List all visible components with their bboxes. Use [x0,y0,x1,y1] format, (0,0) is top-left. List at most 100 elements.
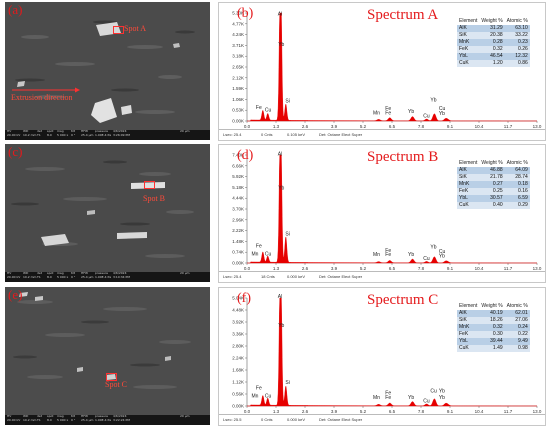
y-tick-label: 5.92K [232,174,244,179]
spot-c-marker [106,373,117,381]
sem-image-a: Spot A Extrusion direction (a) HV WD det… [5,2,210,140]
composition-table-a: Element Weight % Atomic % AlK 31.29 63.10 Si… [457,18,530,67]
panel-label-d: (d) [237,148,254,163]
y-tick-label: 1.59K [232,86,244,91]
y-tick-label: 3.92K [232,320,244,325]
spectrum-area [247,297,538,407]
peak-label: Si [285,98,289,104]
x-tick-label: 9.1 [447,266,454,271]
x-tick-label: 1.3 [273,409,280,414]
x-tick-label: 7.8 [418,266,425,271]
x-tick-label: 9.1 [447,124,454,129]
y-tick-label: 0.56K [232,392,244,397]
sem-info-bar: HV WD det spot mag tilt HFW pressure 4/6… [5,129,210,140]
x-tick-label: 0.0 [244,124,251,129]
y-tick-label: 0.00K [232,261,244,266]
y-tick-label: 6.66K [232,163,244,168]
y-tick-label: 3.36K [232,332,244,337]
y-tick-label: 4.48K [232,308,244,313]
x-tick-label: 5.2 [360,409,367,414]
peak-label: Cu [265,251,272,257]
peak-label: Yb [408,252,414,258]
y-tick-label: 2.22K [232,228,244,233]
peak-label: Mn [373,110,380,116]
sem-info-bar: HV WD det spot mag tilt HFW pressure 4/6… [5,414,210,425]
x-tick-label: 11.7 [504,266,513,271]
peak-label: Mn [251,393,258,399]
peak-label: Cu [439,249,446,255]
y-tick-label: 3.70K [232,207,244,212]
y-tick-label: 5.04K [232,296,244,301]
spot-a-marker [113,26,124,34]
x-tick-label: 1.3 [273,124,280,129]
x-tick-label: 3.9 [331,266,338,271]
peak-label: Fe [385,110,391,116]
spot-a-label: Spot A [124,24,147,33]
x-tick-label: 5.2 [360,124,367,129]
y-tick-label: 5.18K [232,185,244,190]
sem-info-bar: HV WD det spot mag tilt HFW pressure 4/6… [5,271,210,282]
peak-label: Yb [439,111,445,117]
x-tick-label: 11.7 [504,409,513,414]
peak-label: Cu [265,393,272,399]
sem-micrograph-e [5,287,210,415]
peak-label: Yb [430,98,436,104]
peak-label: Fe [385,248,391,254]
x-tick-label: 10.4 [475,409,484,414]
x-tick-label: 13.0 [533,266,542,271]
panel-label-b: (b) [237,6,254,21]
x-tick-label: 3.9 [331,124,338,129]
peak-label: Al [278,151,282,157]
y-tick-label: 0.00K [232,404,244,409]
eds-footer: Lsec: 25.4 0 Cnts 0.105 keV Det: Octane … [219,129,545,140]
spectrum-area [247,12,538,122]
panel-label-a: (a) [8,2,23,17]
peak-label: Mn [373,395,380,401]
y-tick-label: 7.40K [232,153,244,158]
peak-label: Al [278,294,282,300]
y-tick-label: 1.68K [232,368,244,373]
eds-footer: Lsec: 25.4 18 Cnts 0.000 keV Det: Octane… [219,271,545,282]
y-tick-label: 2.24K [232,356,244,361]
y-tick-label: 2.12K [232,75,244,80]
x-tick-label: 0.0 [244,266,251,271]
x-tick-label: 3.9 [331,409,338,414]
x-tick-label: 13.0 [533,409,542,414]
spot-c-label: Spot C [105,380,128,389]
x-tick-label: 2.6 [302,266,309,271]
y-tick-label: 3.71K [232,43,244,48]
peak-label: Yb [278,323,284,329]
sem-micrograph-c [5,144,210,272]
peak-label: Si [285,380,289,386]
peak-label: Mn [373,252,380,258]
eds-footer: Lsec: 25.5 0 Cnts 0.000 keV Det: Octane … [219,414,545,425]
x-tick-label: 11.7 [504,124,513,129]
y-tick-label: 4.77K [232,21,244,26]
y-tick-label: 2.65K [232,65,244,70]
peak-label: Cu [423,256,430,262]
peak-label: Cu [265,108,272,114]
eds-spectrum-b: 5.30K 4.77K 4.24K 3.71K 3.18K 2.65K 2.12K 1.59K… [218,2,546,141]
y-tick-label: 4.44K [232,196,244,201]
x-tick-label: 10.4 [475,266,484,271]
sem-micrograph-a [5,2,210,130]
peak-label: Al [278,11,282,17]
x-tick-label: 7.8 [418,409,425,414]
extrusion-arrow [12,87,80,93]
x-tick-label: 13.0 [533,124,542,129]
x-tick-label: 2.6 [302,409,309,414]
peak-label: Yb [430,244,436,250]
spot-b-label: Spot B [143,194,166,203]
sem-image-c: Spot B (c) HV WD det spot mag tilt HFW p… [5,144,210,282]
y-tick-label: 0.74K [232,250,244,255]
y-tick-label: 1.48K [232,239,244,244]
x-tick-label: 10.4 [475,124,484,129]
y-tick-label: 2.80K [232,344,244,349]
peak-label: Cu [423,398,430,404]
x-tick-label: 0.0 [244,409,251,414]
x-tick-label: 7.8 [418,124,425,129]
x-tick-label: 6.5 [389,124,396,129]
x-tick-label: 6.5 [389,409,396,414]
peak-label: Fe [385,390,391,396]
eds-spectrum-f: 5.04K 4.48K 3.92K 3.36K 2.80K 2.24K 1.68K 1.12K… [218,287,546,426]
